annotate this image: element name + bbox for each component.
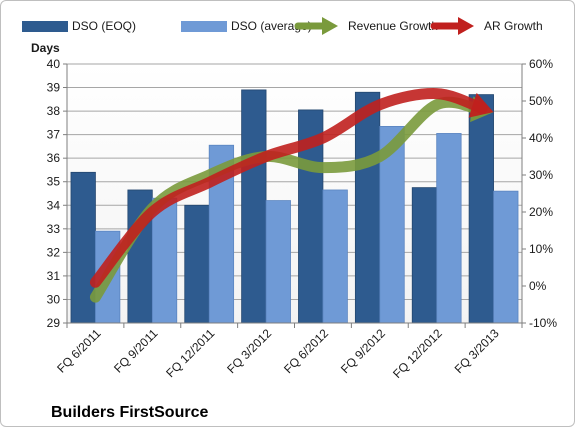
y-left-tick-label: 40 [47, 57, 61, 71]
legend-label-dso-eoq: DSO (EOQ) [72, 19, 136, 33]
legend: DSO (EOQ) DSO (average) Revenue Growth AR G… [22, 17, 543, 35]
y-left-tick-label: 37 [47, 128, 61, 142]
bar-dso-average [151, 197, 178, 324]
y-left-tick-label: 34 [47, 198, 61, 212]
bar-dso-average [322, 189, 348, 324]
y-left-tick-label: 32 [47, 245, 61, 259]
x-tick-label: FQ 3/2012 [224, 326, 274, 376]
x-tick-label: FQ 3/2013 [452, 326, 502, 376]
x-tick-label: FQ 9/2012 [338, 326, 388, 376]
y-left-tick-label: 31 [47, 269, 61, 283]
y-right-tick-label: 10% [529, 242, 553, 256]
bar-dso-average [265, 200, 291, 324]
y-left-tick-label: 39 [47, 81, 61, 95]
bar-dso-average [436, 133, 462, 324]
x-tick-label: FQ 12/2011 [163, 326, 217, 380]
x-tick-label: FQ 6/2012 [281, 326, 331, 376]
y-left-tick-label: 29 [47, 316, 61, 330]
bar-dso-eoq [411, 187, 438, 324]
y-right-tick-label: 60% [529, 57, 553, 71]
bar-dso-eoq [241, 89, 267, 324]
y-right-tick-label: 50% [529, 94, 553, 108]
bar-dso-eoq [468, 94, 494, 324]
line-layer [89, 88, 494, 303]
bar-dso-eoq [354, 91, 381, 324]
y-left-tick-label: 35 [47, 175, 61, 189]
y-right-tick-label: 0% [529, 279, 547, 293]
y-left-tick-label: 33 [47, 222, 61, 236]
ar-growth-arrowhead [468, 92, 494, 118]
y-axis-left-title: Days [31, 41, 60, 55]
bar-dso-eoq [184, 204, 210, 324]
legend-label-dso-average: DSO (average) [231, 19, 312, 33]
legend-label-revenue-growth: Revenue Growth [348, 19, 438, 33]
chart-caption: Builders FirstSource [51, 404, 208, 421]
y-left-tick-label: 38 [47, 104, 61, 118]
y-right-tick-label: 30% [529, 168, 553, 182]
x-tick-label: FQ 12/2012 [390, 326, 445, 381]
legend-arrow-revenue-growth [322, 17, 338, 35]
legend-arrow-ar-growth [458, 17, 474, 35]
legend-swatch-dso-average [181, 21, 227, 32]
y-right-tick-label: -10% [529, 316, 557, 330]
x-tick-label: FQ 9/2011 [111, 326, 161, 376]
y-left-tick-label: 30 [47, 292, 61, 306]
y-right-tick-label: 20% [529, 205, 553, 219]
bar-dso-average [493, 190, 519, 324]
y-left-tick-label: 36 [47, 151, 61, 165]
y-right-tick-label: 40% [529, 131, 553, 145]
x-tick-label: FQ 6/2011 [54, 326, 104, 376]
legend-label-ar-growth: AR Growth [484, 19, 543, 33]
legend-swatch-dso-eoq [22, 21, 68, 32]
